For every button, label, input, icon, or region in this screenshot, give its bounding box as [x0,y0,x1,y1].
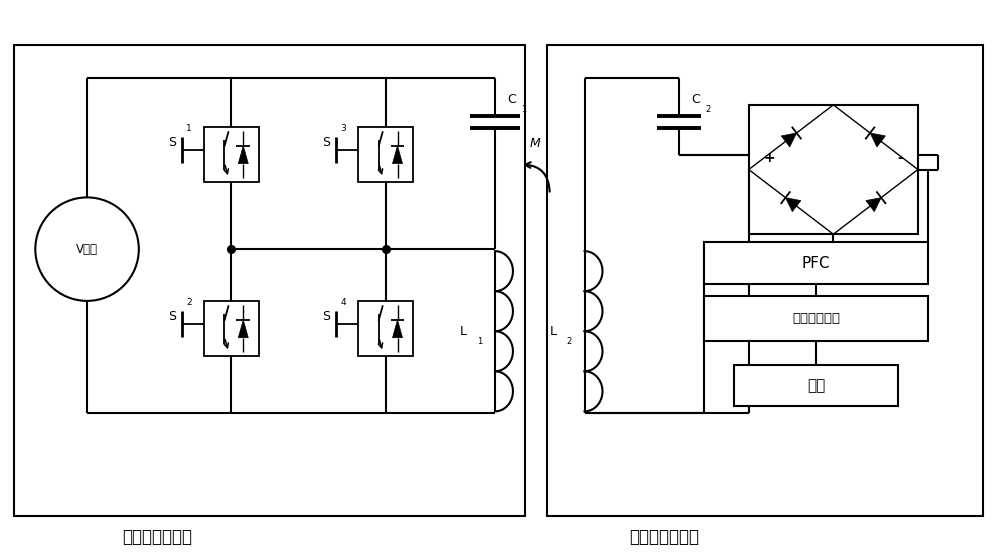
Polygon shape [238,146,248,164]
Text: C: C [691,93,700,106]
Text: L: L [460,325,467,338]
Text: L: L [550,325,557,338]
Circle shape [35,197,139,301]
Text: 智能电源模块: 智能电源模块 [792,312,840,325]
Polygon shape [781,133,797,147]
Text: 2: 2 [567,337,572,345]
Polygon shape [786,198,801,212]
Polygon shape [866,198,881,212]
Text: 发射电路和线圈: 发射电路和线圈 [122,528,192,546]
Bar [14,45,525,516]
Text: M: M [529,136,540,150]
Text: S: S [168,136,176,149]
Bar [704,242,928,284]
Text: 2: 2 [705,105,710,114]
Text: 1: 1 [477,337,482,345]
Bar [204,301,259,356]
Bar [734,364,898,406]
Text: 2: 2 [186,298,192,307]
Text: S: S [168,310,176,323]
Bar [749,105,918,234]
Polygon shape [870,133,885,147]
Text: V电源: V电源 [76,243,98,255]
Text: 1: 1 [186,124,192,132]
Bar [547,45,983,516]
Bar [358,301,413,356]
Text: 3: 3 [340,124,346,132]
Polygon shape [393,146,402,164]
Text: 1: 1 [521,105,526,114]
Bar [204,127,259,182]
Text: 负载: 负载 [807,378,825,393]
Text: C: C [507,93,516,106]
Text: 4: 4 [340,298,346,307]
Text: -: - [897,150,903,164]
Polygon shape [393,320,402,338]
Text: 接收电路和线圈: 接收电路和线圈 [629,528,699,546]
Text: +: + [764,150,775,164]
Bar [704,296,928,340]
Text: PFC: PFC [802,255,830,271]
Text: S: S [322,136,330,149]
Text: S: S [322,310,330,323]
Polygon shape [238,320,248,338]
Bar [358,127,413,182]
